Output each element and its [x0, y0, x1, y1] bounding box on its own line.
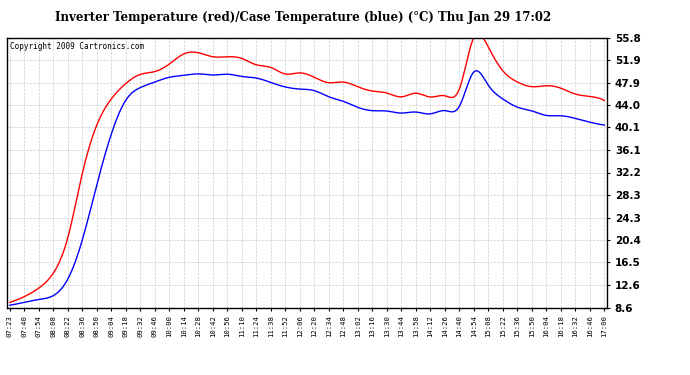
Text: Copyright 2009 Cartronics.com: Copyright 2009 Cartronics.com: [10, 42, 144, 51]
Text: Inverter Temperature (red)/Case Temperature (blue) (°C) Thu Jan 29 17:02: Inverter Temperature (red)/Case Temperat…: [55, 11, 552, 24]
